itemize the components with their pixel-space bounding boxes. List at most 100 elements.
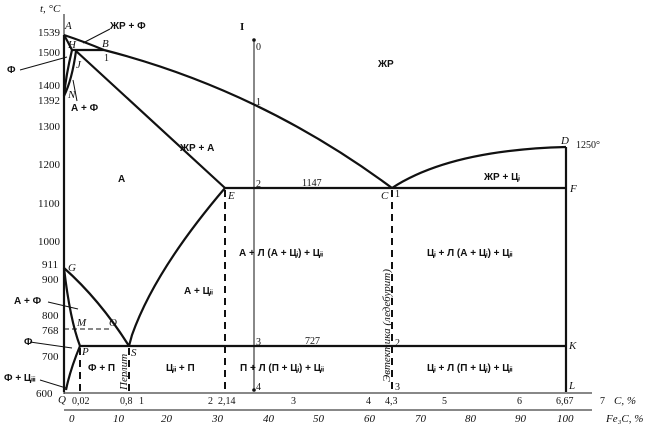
point-B-mark: 1 (104, 53, 109, 64)
point-E: E (227, 190, 235, 202)
point-A: A (64, 20, 72, 32)
x-tick: 4 (366, 396, 371, 407)
x-tick: 2 (208, 396, 213, 407)
region-austenite-ferrite-low: А + Ф (14, 296, 42, 307)
y-tick: 1400 (38, 80, 61, 92)
pearlite-vertical-label: Перлит (118, 354, 130, 391)
alloy-mark: 4 (256, 382, 261, 393)
leader (47, 301, 79, 310)
alloy-point-4 (252, 388, 256, 392)
line-ES (127, 187, 226, 347)
alloy-point-0 (252, 38, 256, 42)
region-hypoeutectic-low: П + Л (П + Цᵢ) + Цᵢᵢ (240, 363, 324, 374)
point-K: K (568, 340, 577, 352)
x2-tick: 50 (313, 413, 325, 425)
x2-tick: 30 (211, 413, 224, 425)
eutectic-vertical-label: Эвтектика (ледебурит) (381, 269, 393, 382)
x2-tick: 80 (465, 413, 477, 425)
x2-tick: 0 (69, 413, 75, 425)
point-L: L (568, 380, 575, 392)
leader (72, 79, 78, 102)
x-axis-label: C, % (614, 395, 636, 407)
x2-tick: 90 (515, 413, 527, 425)
line-PQ (64, 345, 82, 391)
y-tick: 700 (42, 351, 59, 363)
region-hypereutectic-low: Цᵢ + Л (П + Цᵢ) + Цᵢᵢ (427, 363, 513, 374)
point-M: M (76, 317, 87, 329)
liquidus-CD (391, 145, 567, 189)
x2-tick: 100 (557, 413, 574, 425)
region-ferrite-cementite3: Ф + Цᵢᵢᵢ (4, 373, 36, 384)
point-J: J (76, 59, 82, 71)
region-austenite: А (118, 174, 125, 185)
region-austenite-ferrite-high: А + Ф (71, 103, 99, 114)
point-D: D (560, 135, 569, 147)
y-ticks: 1539 1500 1400 1392 1300 1200 1100 1000 … (36, 27, 61, 400)
x-tick: 4,3 (385, 396, 398, 407)
y-tick: 911 (42, 259, 58, 271)
region-ferrite: Ф (7, 65, 16, 76)
eutectic-mark: 1 (395, 189, 400, 200)
liquidus-BC (103, 48, 393, 189)
region-ferrite-low: Ф (24, 337, 33, 348)
x-tick: 0,02 (72, 396, 90, 407)
region-hypereutectic-high: Цᵢ + Л (А + Цᵢ) + Цᵢᵢ (427, 248, 513, 259)
d-temperature: 1250° (576, 140, 600, 151)
y-tick: 1000 (38, 236, 61, 248)
x-tick: 5 (442, 396, 447, 407)
eutectic-mark: 2 (395, 338, 400, 349)
point-H: H (67, 39, 77, 51)
line-GS (63, 267, 130, 347)
x-tick: 3 (291, 396, 296, 407)
line-HN (62, 49, 74, 97)
solidus-JE (75, 50, 226, 189)
y-tick: 1539 (38, 27, 61, 39)
point-B: B (102, 38, 109, 50)
x-tick: 6 (517, 396, 522, 407)
x-tick: 2,14 (218, 396, 236, 407)
x2-tick: 10 (113, 413, 125, 425)
alloy-label: I (240, 21, 244, 33)
phase-lines (62, 33, 568, 392)
x2-ticks: 0 10 20 30 40 50 60 70 80 90 100 Fe₃C, % (69, 413, 643, 425)
leader (39, 379, 67, 389)
y-tick: 1200 (38, 159, 61, 171)
region-liquid: ЖР (377, 59, 394, 70)
y-tick: 900 (42, 274, 59, 286)
region-cementite2-pearlite: Цᵢᵢ + П (166, 363, 195, 374)
region-liquid-ferrite: ЖР + Ф (109, 21, 146, 32)
point-labels: A H B 1 J N D 1250° E C F G M O P S K Q … (58, 20, 600, 406)
leader (29, 341, 73, 349)
alloy-mark: 2 (256, 179, 261, 190)
y-tick: 1100 (38, 198, 60, 210)
x-ticks: 0,02 0,8 1 2 2,14 3 4 4,3 5 6 6,67 7 C, … (72, 395, 636, 407)
x2-tick: 70 (415, 413, 427, 425)
x2-tick: 60 (364, 413, 376, 425)
point-N: N (67, 89, 76, 101)
phase-labels: ЖР ЖР + Ф Ф А + Ф ЖР + А А ЖР + Цᵢ А + Л… (4, 21, 520, 391)
eutectic-mark: 3 (395, 382, 400, 393)
point-O: O (109, 317, 117, 329)
x-tick: 6,67 (556, 396, 574, 407)
region-liquid-austenite: ЖР + А (179, 143, 214, 154)
point-Q: Q (58, 394, 66, 406)
x-tick: 7 (600, 396, 605, 407)
y-axis-label: t, °C (40, 3, 61, 15)
point-C: C (381, 190, 389, 202)
eutectoid-temperature: 727 (305, 336, 320, 347)
region-hypoeutectic-high: А + Л (А + Цᵢ) + Цᵢᵢ (239, 248, 324, 259)
line-GP (62, 267, 82, 347)
solidus-AH (63, 34, 73, 51)
leader (19, 56, 68, 71)
leader (82, 28, 111, 44)
point-P: P (81, 346, 89, 358)
y-tick: 768 (42, 325, 59, 337)
y-tick: 1300 (38, 121, 61, 133)
point-F: F (569, 183, 577, 195)
x2-axis-label: Fe₃C, % (605, 413, 643, 425)
y-tick: 1500 (38, 47, 61, 59)
alloy-mark: 0 (256, 42, 261, 53)
region-austenite-cementite2: А + Цᵢᵢ (184, 286, 213, 297)
region-ferrite-pearlite: Ф + П (88, 363, 115, 374)
